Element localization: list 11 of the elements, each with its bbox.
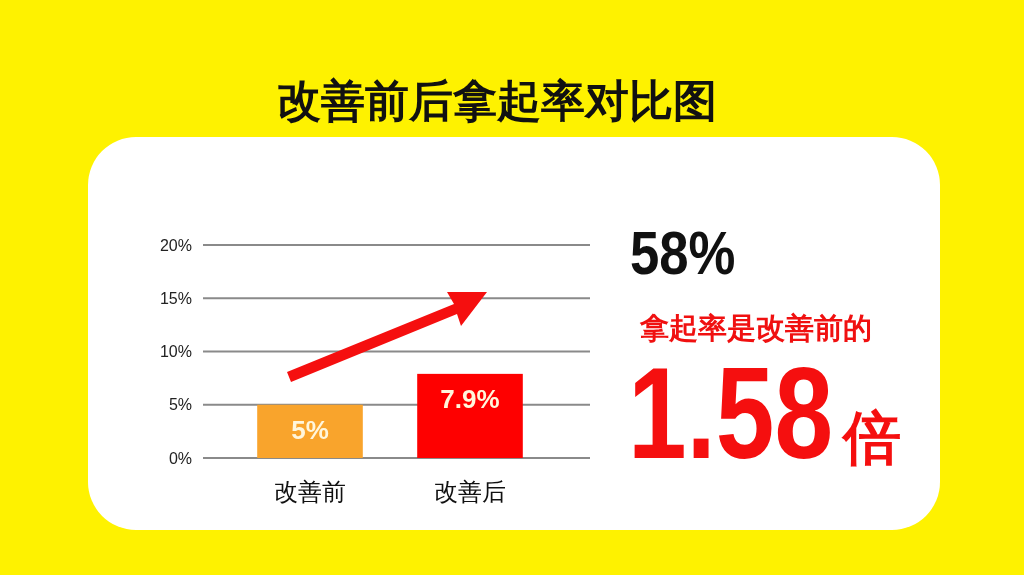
- y-tick-label: 10%: [159, 343, 192, 361]
- y-tick-label: 5%: [168, 396, 192, 414]
- y-tick-label: 0%: [168, 449, 192, 467]
- text: 58%: [630, 217, 736, 287]
- x-tick-label: 改善后: [434, 478, 506, 505]
- x-tick-label: 改善前: [274, 478, 346, 505]
- data-label: 7.9%: [440, 383, 500, 414]
- y-tick-label: 20%: [159, 236, 192, 254]
- chart-title: 改善前后拿起率对比图: [277, 76, 717, 125]
- data-label: 5%: [291, 414, 329, 445]
- y-tick-label: 15%: [159, 289, 192, 307]
